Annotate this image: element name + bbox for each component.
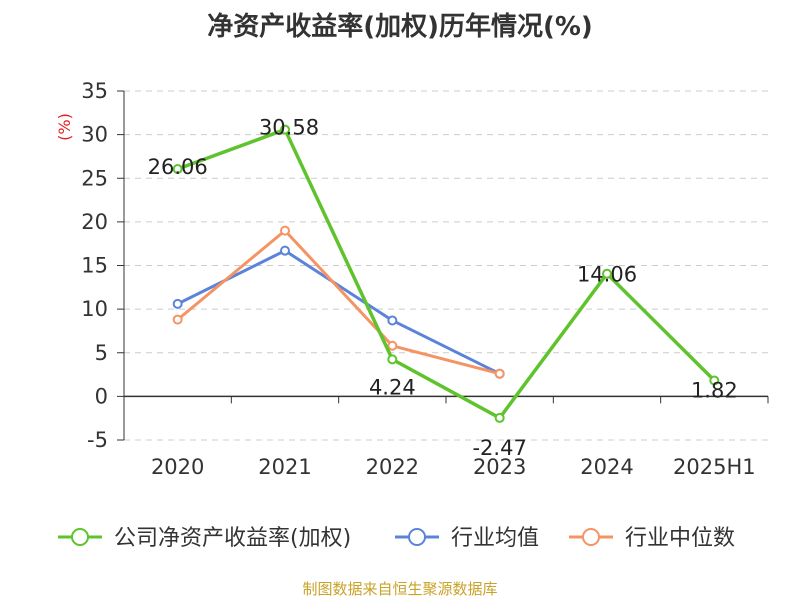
series-line — [176, 229, 501, 376]
x-tick-label: 2023 — [473, 455, 526, 479]
data-point — [709, 375, 720, 386]
data-point — [172, 314, 183, 325]
legend-marker — [408, 528, 426, 546]
legend-marker — [582, 528, 600, 546]
legend-label: 行业均值 — [451, 526, 539, 551]
x-tick-label: 2021 — [258, 455, 311, 479]
data-point — [494, 368, 505, 379]
x-tick-label: 2024 — [580, 455, 633, 479]
data-point — [602, 268, 612, 279]
data-point — [280, 225, 290, 236]
data-label: 4.24 — [369, 375, 416, 399]
y-tick-label: 5 — [95, 341, 108, 365]
data-point — [494, 412, 505, 423]
source-note: 制图数据来自恒生聚源数据库 — [302, 580, 498, 598]
data-label: 26.06 — [148, 155, 208, 179]
y-tick-label: -5 — [87, 428, 108, 452]
y-tick-label: 30 — [81, 123, 108, 147]
data-point — [172, 298, 183, 309]
data-point — [280, 245, 290, 256]
chart-title: 净资产收益率(加权)历年情况(%) — [207, 12, 593, 42]
series-line — [177, 127, 716, 420]
y-tick-label: 10 — [81, 297, 108, 321]
legend-label: 公司净资产收益率(加权) — [114, 526, 351, 551]
data-label: 1.82 — [691, 378, 738, 402]
legend-marker — [71, 528, 89, 546]
data-point — [387, 354, 398, 365]
data-label: -2.47 — [472, 436, 526, 460]
x-tick-label: 2025H1 — [673, 455, 756, 479]
data-point — [387, 315, 398, 326]
x-tick-label: 2020 — [151, 455, 204, 479]
y-tick-label: 15 — [81, 254, 108, 278]
data-point — [387, 340, 398, 351]
series-line — [177, 249, 501, 376]
y-tick-label: 25 — [81, 166, 108, 190]
y-tick-label: 20 — [81, 210, 108, 234]
data-label: 30.58 — [259, 116, 319, 140]
y-axis-unit: (%) — [55, 113, 74, 141]
data-point — [280, 124, 290, 135]
data-label: 14.06 — [577, 263, 637, 287]
y-tick-label: 35 — [81, 79, 108, 103]
data-point — [172, 164, 183, 175]
legend-label: 行业中位数 — [625, 526, 735, 551]
y-tick-label: 0 — [95, 384, 108, 408]
x-tick-label: 2022 — [366, 455, 419, 479]
